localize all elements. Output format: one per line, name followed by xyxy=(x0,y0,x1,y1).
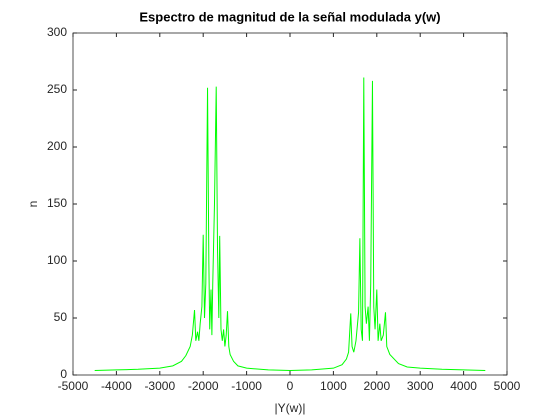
x-tick-label: -5000 xyxy=(58,379,89,393)
y-tick-label: 200 xyxy=(47,139,67,153)
x-tick-label: 3000 xyxy=(407,379,434,393)
y-tick-label: 150 xyxy=(47,196,67,210)
x-tick-label: -1000 xyxy=(231,379,262,393)
x-tick-label: -4000 xyxy=(101,379,132,393)
y-tick-label: 100 xyxy=(47,253,67,267)
x-tick-label: 2000 xyxy=(363,379,390,393)
x-tick-label: -3000 xyxy=(144,379,175,393)
chart-title: Espectro de magnitud de la señal modulad… xyxy=(139,9,440,24)
x-axis-label: |Y(w)| xyxy=(275,401,306,415)
y-tick-label: 250 xyxy=(47,82,67,96)
y-axis-label: n xyxy=(26,201,40,208)
y-tick-label: 50 xyxy=(54,310,68,324)
y-tick-label: 0 xyxy=(60,367,67,381)
x-tick-label: 5000 xyxy=(494,379,521,393)
x-tick-label: 1000 xyxy=(320,379,347,393)
y-tick-label: 300 xyxy=(47,25,67,39)
x-tick-label: -2000 xyxy=(188,379,219,393)
x-tick-label: 4000 xyxy=(450,379,477,393)
data-line xyxy=(94,77,486,371)
x-tick-label: 0 xyxy=(287,379,294,393)
